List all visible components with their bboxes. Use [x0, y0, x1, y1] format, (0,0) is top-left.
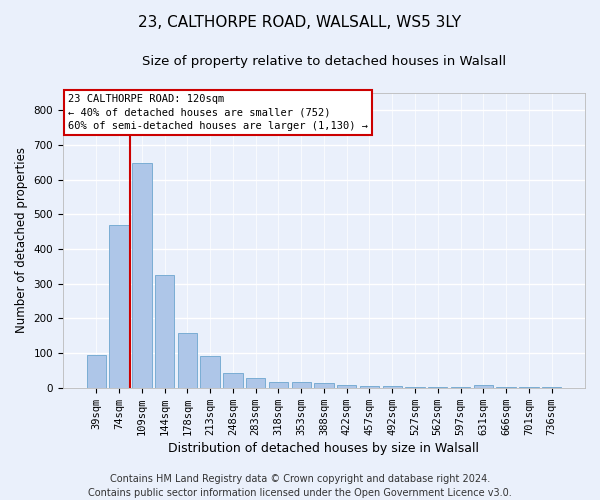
- Text: Contains HM Land Registry data © Crown copyright and database right 2024.
Contai: Contains HM Land Registry data © Crown c…: [88, 474, 512, 498]
- Text: 23 CALTHORPE ROAD: 120sqm
← 40% of detached houses are smaller (752)
60% of semi: 23 CALTHORPE ROAD: 120sqm ← 40% of detac…: [68, 94, 368, 130]
- Bar: [246, 378, 265, 388]
- Bar: [132, 163, 152, 388]
- Text: 23, CALTHORPE ROAD, WALSALL, WS5 3LY: 23, CALTHORPE ROAD, WALSALL, WS5 3LY: [139, 15, 461, 30]
- Bar: [360, 386, 379, 388]
- Bar: [383, 386, 402, 388]
- Bar: [314, 384, 334, 388]
- Bar: [155, 275, 174, 388]
- Y-axis label: Number of detached properties: Number of detached properties: [15, 148, 28, 334]
- Bar: [269, 382, 288, 388]
- X-axis label: Distribution of detached houses by size in Walsall: Distribution of detached houses by size …: [169, 442, 479, 455]
- Bar: [200, 356, 220, 388]
- Bar: [292, 382, 311, 388]
- Title: Size of property relative to detached houses in Walsall: Size of property relative to detached ho…: [142, 55, 506, 68]
- Bar: [473, 385, 493, 388]
- Bar: [178, 333, 197, 388]
- Bar: [86, 355, 106, 388]
- Bar: [223, 373, 242, 388]
- Bar: [109, 224, 129, 388]
- Bar: [337, 385, 356, 388]
